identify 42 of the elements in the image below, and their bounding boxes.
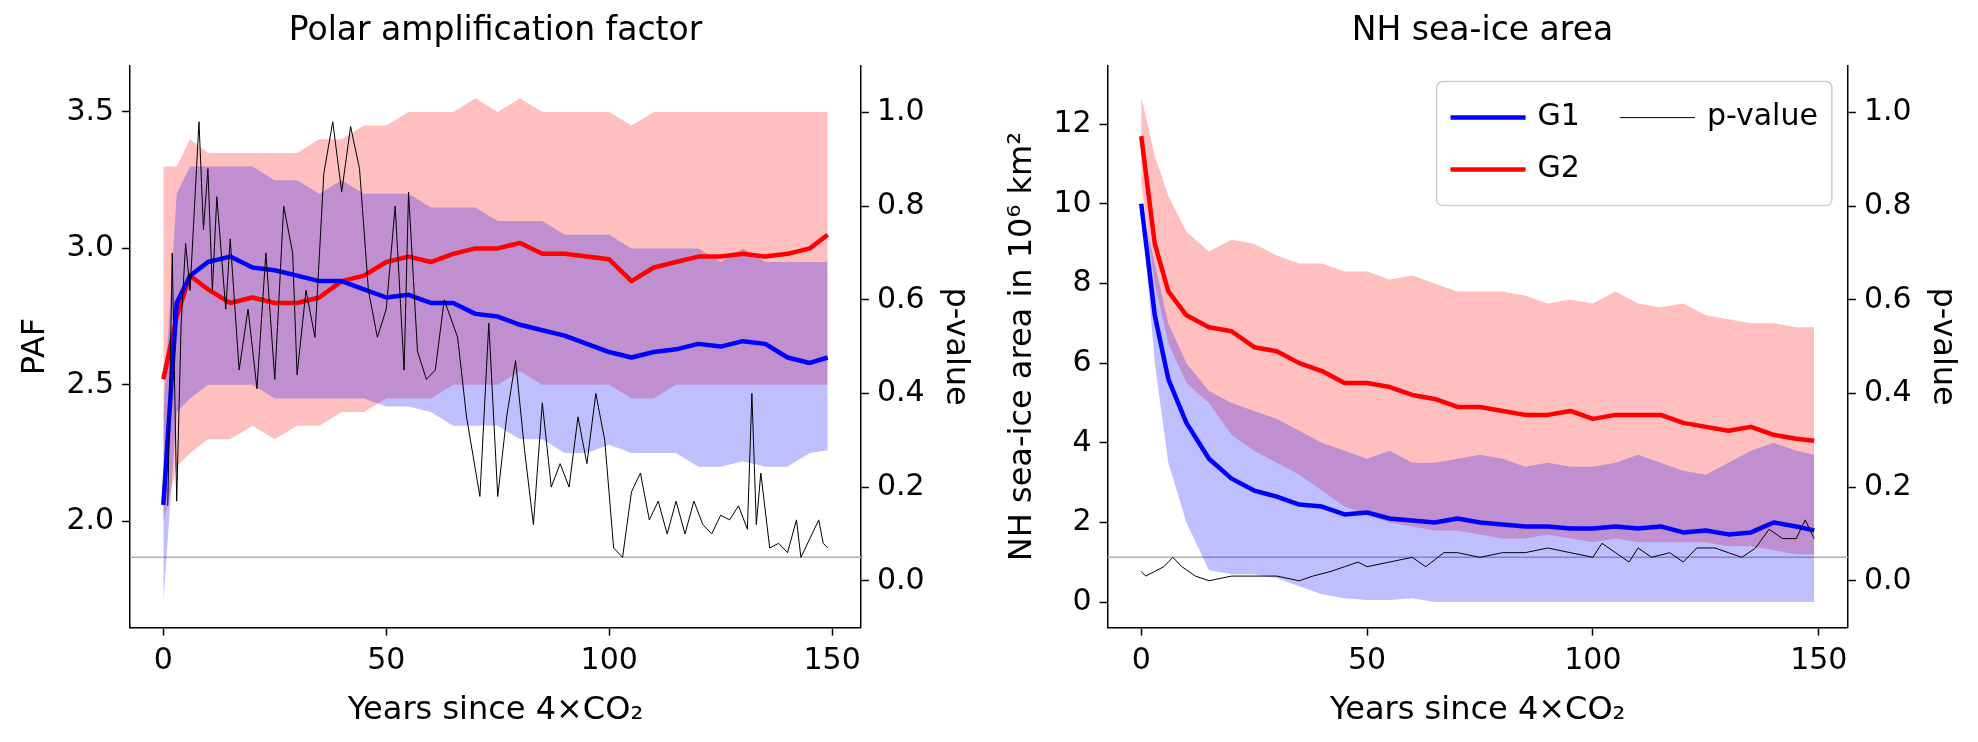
y-tick-label: 10	[1053, 183, 1092, 219]
y-tick-label: 4	[1072, 422, 1092, 458]
x-tick-label: 100	[1564, 641, 1622, 677]
y2-tick-label: 0.8	[876, 185, 925, 221]
y-tick-label: 2.5	[66, 364, 115, 400]
y2-tick-label: 1.0	[876, 92, 925, 128]
y2-tick-label: 0.0	[1863, 560, 1912, 596]
y-tick-label: 2	[1072, 502, 1092, 538]
y-axis-title: NH sea-ice area in 10⁶ km²	[1000, 132, 1039, 562]
y-tick-label: 6	[1072, 342, 1092, 378]
y-tick-label: 3.5	[66, 91, 115, 127]
legend-label: p-value	[1706, 97, 1818, 133]
y2-axis-title: p-value	[939, 287, 978, 406]
x-axis-title: Years since 4×CO₂	[1329, 689, 1626, 728]
y-tick-label: 2.0	[66, 501, 115, 536]
y2-tick-label: 0.4	[1863, 373, 1912, 409]
x-tick-label: 50	[1347, 641, 1387, 677]
y2-tick-label: 0.0	[876, 560, 925, 596]
chart-title: NH sea-ice area	[1351, 9, 1614, 49]
x-tick-label: 150	[1790, 641, 1848, 677]
legend-label: G1	[1537, 97, 1580, 133]
x-tick-label: 100	[580, 641, 638, 677]
y-tick-label: 8	[1072, 263, 1092, 299]
x-tick-label: 0	[153, 641, 173, 677]
y-tick-label: 3.0	[66, 228, 115, 264]
x-tick-label: 150	[803, 641, 861, 677]
legend-label: G2	[1537, 149, 1580, 185]
x-axis-title: Years since 4×CO₂	[346, 689, 644, 728]
x-tick-label: 50	[367, 641, 406, 677]
y-axis-title: PAF	[13, 317, 52, 376]
y-tick-label: 12	[1053, 103, 1092, 139]
y2-tick-label: 0.8	[1863, 185, 1912, 221]
y2-tick-label: 0.2	[1863, 466, 1912, 502]
y2-tick-label: 1.0	[1863, 92, 1912, 128]
y2-tick-label: 0.6	[1863, 279, 1912, 315]
y2-tick-label: 0.4	[876, 373, 925, 409]
x-tick-label: 0	[1131, 641, 1151, 677]
y2-axis-title: p-value	[1926, 287, 1965, 406]
y2-tick-label: 0.6	[876, 279, 925, 315]
y2-tick-label: 0.2	[876, 466, 925, 502]
chart-title: Polar amplification factor	[288, 9, 703, 49]
y-tick-label: 0	[1072, 581, 1092, 617]
